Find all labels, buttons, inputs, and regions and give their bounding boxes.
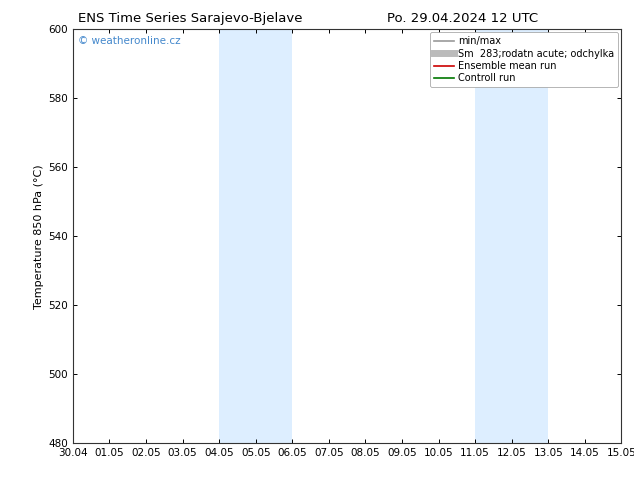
- Bar: [219, 29, 292, 443]
- Text: © weatheronline.cz: © weatheronline.cz: [79, 36, 181, 46]
- Y-axis label: Temperature 850 hPa (°C): Temperature 850 hPa (°C): [34, 164, 44, 309]
- Legend: min/max, Sm  283;rodatn acute; odchylka, Ensemble mean run, Controll run: min/max, Sm 283;rodatn acute; odchylka, …: [430, 32, 618, 87]
- Text: ENS Time Series Sarajevo-Bjelave: ENS Time Series Sarajevo-Bjelave: [78, 12, 302, 25]
- Text: Po. 29.04.2024 12 UTC: Po. 29.04.2024 12 UTC: [387, 12, 538, 25]
- Bar: [475, 29, 548, 443]
